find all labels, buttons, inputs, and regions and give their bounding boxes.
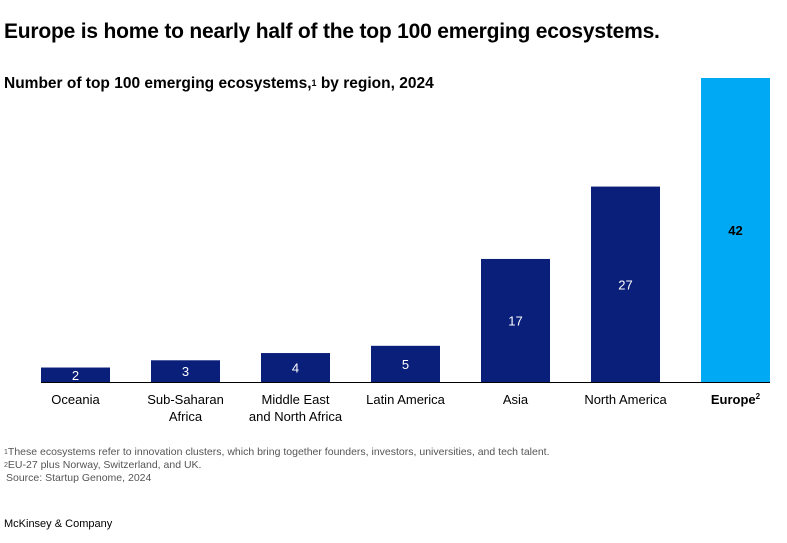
bar-0 <box>41 367 110 382</box>
chart-title: Europe is home to nearly half of the top… <box>4 20 660 43</box>
bar-4 <box>481 258 550 382</box>
bar-3 <box>371 345 440 382</box>
data-label-5: 27 <box>618 277 632 292</box>
category-label-5: North America <box>584 392 667 407</box>
bar-chart: 2 Oceania 3 Sub-Saharan Africa 4 Middle East an… <box>41 78 770 424</box>
category-label-0: Oceania <box>51 392 100 407</box>
brand-logo-text: McKinsey & Company <box>4 518 113 530</box>
bar-2 <box>261 353 330 382</box>
data-label-1: 3 <box>182 364 189 379</box>
footnotes: 1These ecosystems refer to innovation cl… <box>4 446 550 485</box>
category-label-3: Latin America <box>366 392 446 407</box>
source-note: Source: Startup Genome, 2024 <box>6 472 152 484</box>
subtitle-text-rest: by region, 2024 <box>316 75 434 92</box>
category-label-1-line-0: Sub-Saharan <box>147 392 224 407</box>
footnote-2-text: EU-27 plus Norway, Switzerland, and UK. <box>7 459 202 471</box>
footnote-1: 1These ecosystems refer to innovation cl… <box>4 446 550 459</box>
footnote-2-marker: 2 <box>4 462 8 469</box>
bar-5 <box>591 186 660 382</box>
data-label-0: 2 <box>72 368 79 383</box>
data-label-6: 42 <box>728 223 742 238</box>
category-label-4: Asia <box>503 392 529 407</box>
footnote-1-text: These ecosystems refer to innovation clu… <box>7 446 550 458</box>
bar-6 <box>701 78 770 382</box>
chart-subtitle: Number of top 100 emerging ecosystems,1 … <box>4 75 434 93</box>
bar-1 <box>151 360 220 382</box>
footnote-2: 2EU-27 plus Norway, Switzerland, and UK. <box>4 459 550 472</box>
data-label-2: 4 <box>292 361 299 376</box>
subtitle-footnote-marker: 1 <box>311 78 317 88</box>
category-label-2-line-0: Middle East <box>262 392 330 407</box>
data-label-3: 5 <box>402 357 409 372</box>
subtitle-text: Number of top 100 emerging ecosystems, <box>4 75 312 92</box>
category-label-1-line-1: Africa <box>169 409 203 424</box>
category-label-6: Europe2 <box>711 392 761 407</box>
footnote-1-marker: 1 <box>4 449 8 456</box>
data-label-4: 17 <box>508 313 522 328</box>
category-footnote-marker-6: 2 <box>756 392 761 401</box>
category-label-2-line-1: and North Africa <box>249 409 343 424</box>
